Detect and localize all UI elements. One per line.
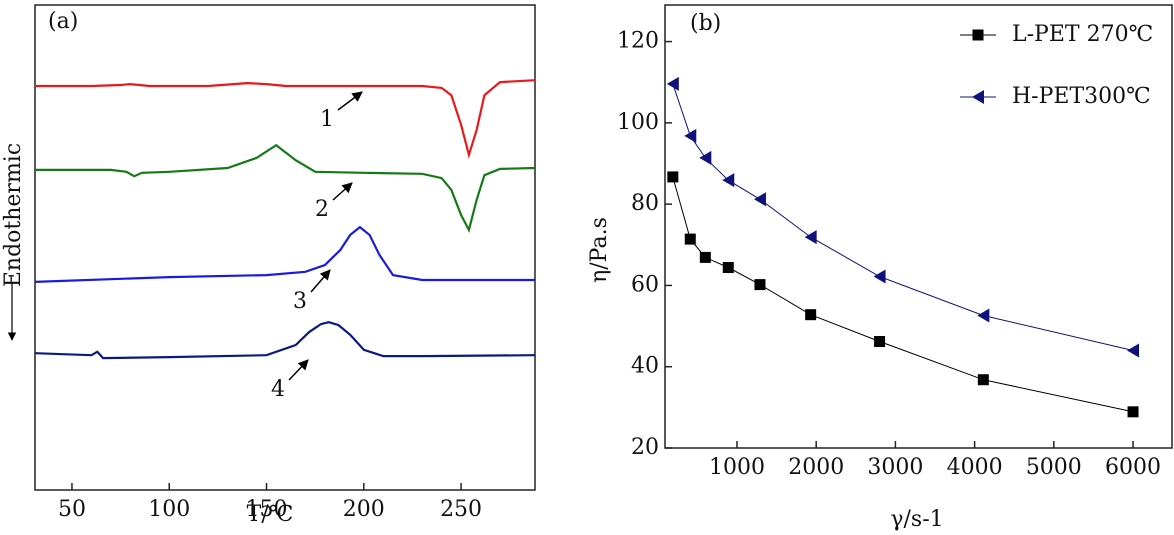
marker [1127,343,1140,358]
x-tick-label: 3000 [867,455,923,480]
x-tick-label: 150 [246,497,288,522]
marker [874,336,886,348]
marker [754,279,766,291]
curve-label: 3 [293,289,307,314]
y-axis-label: η/Pa.s [587,217,612,283]
marker [684,233,696,245]
series-line [672,176,1134,413]
curve-label: 1 [320,107,334,132]
x-tick-label: 5000 [1026,455,1082,480]
y-tick-label: 100 [617,110,659,135]
x-tick-label: 1000 [709,455,765,480]
curve-label: 2 [315,197,329,222]
x-tick-label: 4000 [947,455,1003,480]
annotation-arrow [337,91,363,111]
x-axis-label: γ/s-1 [890,507,943,532]
series-line [34,225,535,283]
series-line [34,321,536,360]
y-tick-label: 20 [631,435,659,460]
marker [722,173,735,188]
marker [753,192,766,207]
y-tick-label: 40 [631,354,659,379]
y-tick-label: 120 [617,29,659,54]
annotation-arrow [332,182,353,201]
y-axis-label: Endothermic [1,143,26,287]
x-tick-label: 50 [58,497,86,522]
marker [667,171,679,183]
marker [684,128,697,143]
annotation-arrow [288,359,309,381]
legend-label: H-PET300℃ [1012,84,1151,109]
marker [722,262,734,274]
plot-frame [664,4,1173,449]
x-tick-label: 6000 [1105,455,1161,480]
marker [977,374,989,386]
marker [804,230,817,245]
marker [805,309,817,321]
marker [699,150,712,165]
marker [977,308,990,323]
series-line [35,143,536,234]
marker [666,76,679,91]
legend-marker [972,29,984,41]
panel-label: (a) [48,9,78,34]
x-tick-label: 200 [343,497,385,522]
plot-frame [34,4,536,491]
marker [699,251,711,263]
x-tick-label: 250 [440,497,482,522]
y-tick-label: 80 [631,191,659,216]
marker [873,269,886,284]
y-tick-label: 60 [631,272,659,297]
x-tick-label: 2000 [788,455,844,480]
series-line [672,83,1134,351]
legend-marker [972,90,984,104]
panel-label: (b) [690,11,721,36]
annotation-arrow [310,269,331,293]
series-line [35,79,536,159]
legend-label: L-PET 270℃ [1012,22,1153,47]
x-tick-label: 100 [148,497,190,522]
curve-label: 4 [271,377,285,402]
x-axis-label: T/℃ [247,502,294,527]
marker [1127,406,1139,418]
